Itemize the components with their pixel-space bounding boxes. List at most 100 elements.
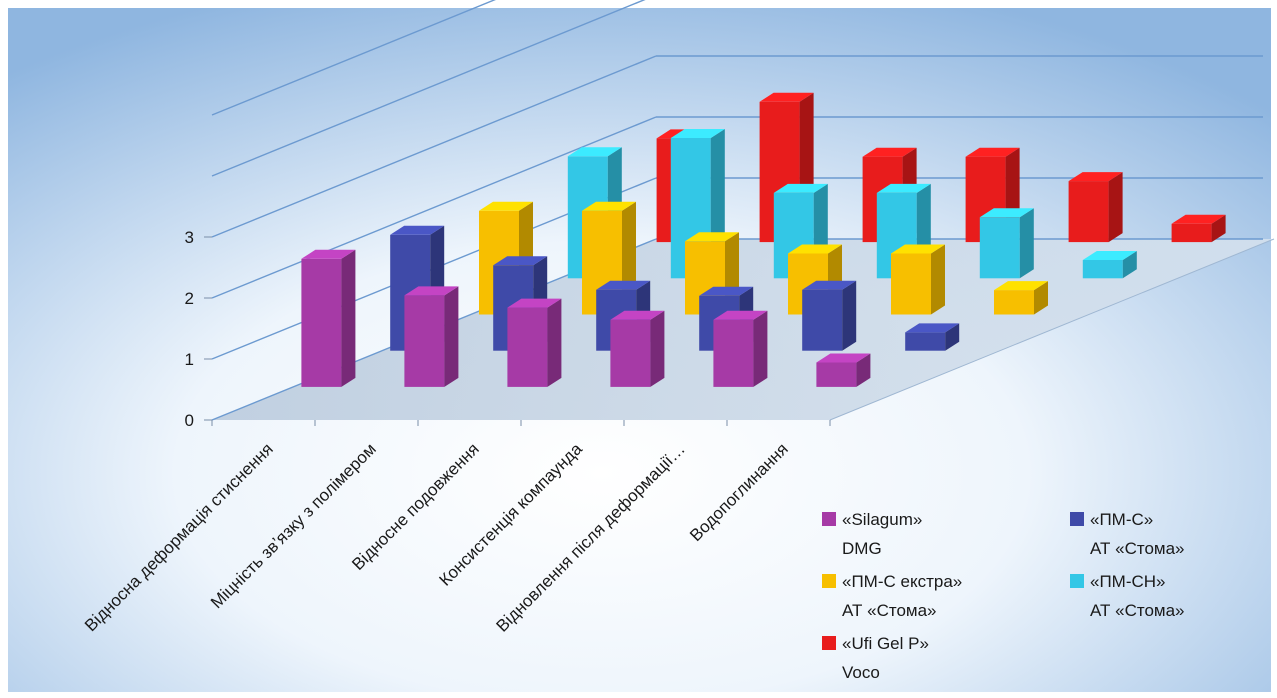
bar-top [1171,214,1226,224]
bar-0-0 [301,249,356,387]
bar-top [596,280,651,290]
bar-top [582,201,636,211]
bar-top [493,256,548,266]
bar-front [1068,181,1109,243]
bar-top [301,249,356,259]
bar-side [1019,208,1034,279]
bar-front [404,295,445,387]
bar-top [685,232,739,242]
bar-4-5 [1171,214,1226,243]
bar-1-5 [905,323,960,351]
legend-label-maker: АТ «Стома» [842,601,937,620]
y-tick-label: 3 [185,228,194,247]
bar-side [1122,251,1137,279]
bar-top [479,201,533,211]
bar-top [670,129,725,138]
bar-top [1082,251,1137,260]
bar-side [842,280,857,351]
bar-front [1171,223,1212,243]
bar-front [891,253,931,315]
bar-3-5 [1082,251,1137,279]
legend-label: «ПМ-С екстра» [842,572,963,591]
legend-swatch-pm-sn [1070,574,1084,588]
gridline [211,0,646,177]
bar-side [931,244,945,315]
legend: «Silagum» DMG «ПМ-С» АТ «Стома» «ПМ-С ек… [822,506,1242,696]
bar-side [444,286,459,387]
bar-0-1 [404,286,459,387]
bar-1-4 [802,280,857,351]
bar-front [1082,260,1123,279]
legend-swatch-silagum [822,512,836,526]
bar-top [759,92,814,102]
bar-top [891,244,945,254]
bar-top [699,286,754,296]
bar-top [965,147,1020,157]
bar-top [802,280,857,290]
bar-3-4 [979,208,1034,279]
bar-front [507,307,548,387]
bar-front [301,258,342,387]
bar-top [404,286,459,296]
gridline [211,55,657,238]
bar-top [507,298,562,308]
bar-top [876,183,931,193]
legend-label: «Silagum» [842,510,923,529]
legend-label: «ПМ-С» [1090,510,1154,529]
bar-side [341,249,356,387]
bar-layer [301,92,1226,387]
bar-side [753,310,768,387]
bar-side [856,353,871,387]
bar-top [773,183,828,193]
legend-swatch-pm-s-extra [822,574,836,588]
bar-side [1034,281,1048,315]
bar-0-5 [816,353,871,387]
bar-front [905,332,946,351]
bar-2-5 [994,281,1048,315]
bar-side [650,310,665,387]
bar-4-4 [1068,172,1123,243]
y-tick-label: 1 [185,350,194,369]
bar-top [390,225,445,235]
bar-top [862,147,917,157]
bar-front [994,290,1034,315]
bar-front [713,319,754,387]
y-tick-label: 2 [185,289,194,308]
bar-top [994,281,1048,291]
bar-0-2 [507,298,562,387]
y-tick-label: 0 [185,411,194,430]
bar-side [945,323,960,351]
legend-label: «Ufi Gel P» [842,634,929,653]
gridline [211,0,496,116]
gridline [211,116,657,299]
bar-top [1068,172,1123,182]
bar-top [905,323,960,333]
bar-top [816,353,871,363]
legend-label-maker: АТ «Стома» [1090,539,1185,558]
bar-side [1108,172,1123,243]
bar-top [788,244,842,254]
bar-front [802,289,843,351]
bar-front [610,319,651,387]
bar-top [713,310,768,320]
legend-label: «ПМ-СН» [1090,572,1166,591]
bar-0-3 [610,310,665,387]
legend-label-maker: АТ «Стома» [1090,601,1185,620]
floor-edge [829,238,1275,421]
bar-front [816,362,857,387]
bar-side [547,298,562,387]
bar-2-4 [891,244,945,315]
bar-top [567,147,622,157]
value-axis: 0 1 2 3 [185,228,831,430]
bar-top [979,208,1034,218]
legend-label-maker: DMG [842,539,882,558]
bar-top [610,310,665,320]
bar-front [979,217,1020,279]
bar-0-4 [713,310,768,387]
legend-swatch-pm-s [1070,512,1084,526]
legend-swatch-ufi-gel [822,636,836,650]
bar-side [1211,214,1226,243]
legend-label-maker: Voco [842,663,880,682]
